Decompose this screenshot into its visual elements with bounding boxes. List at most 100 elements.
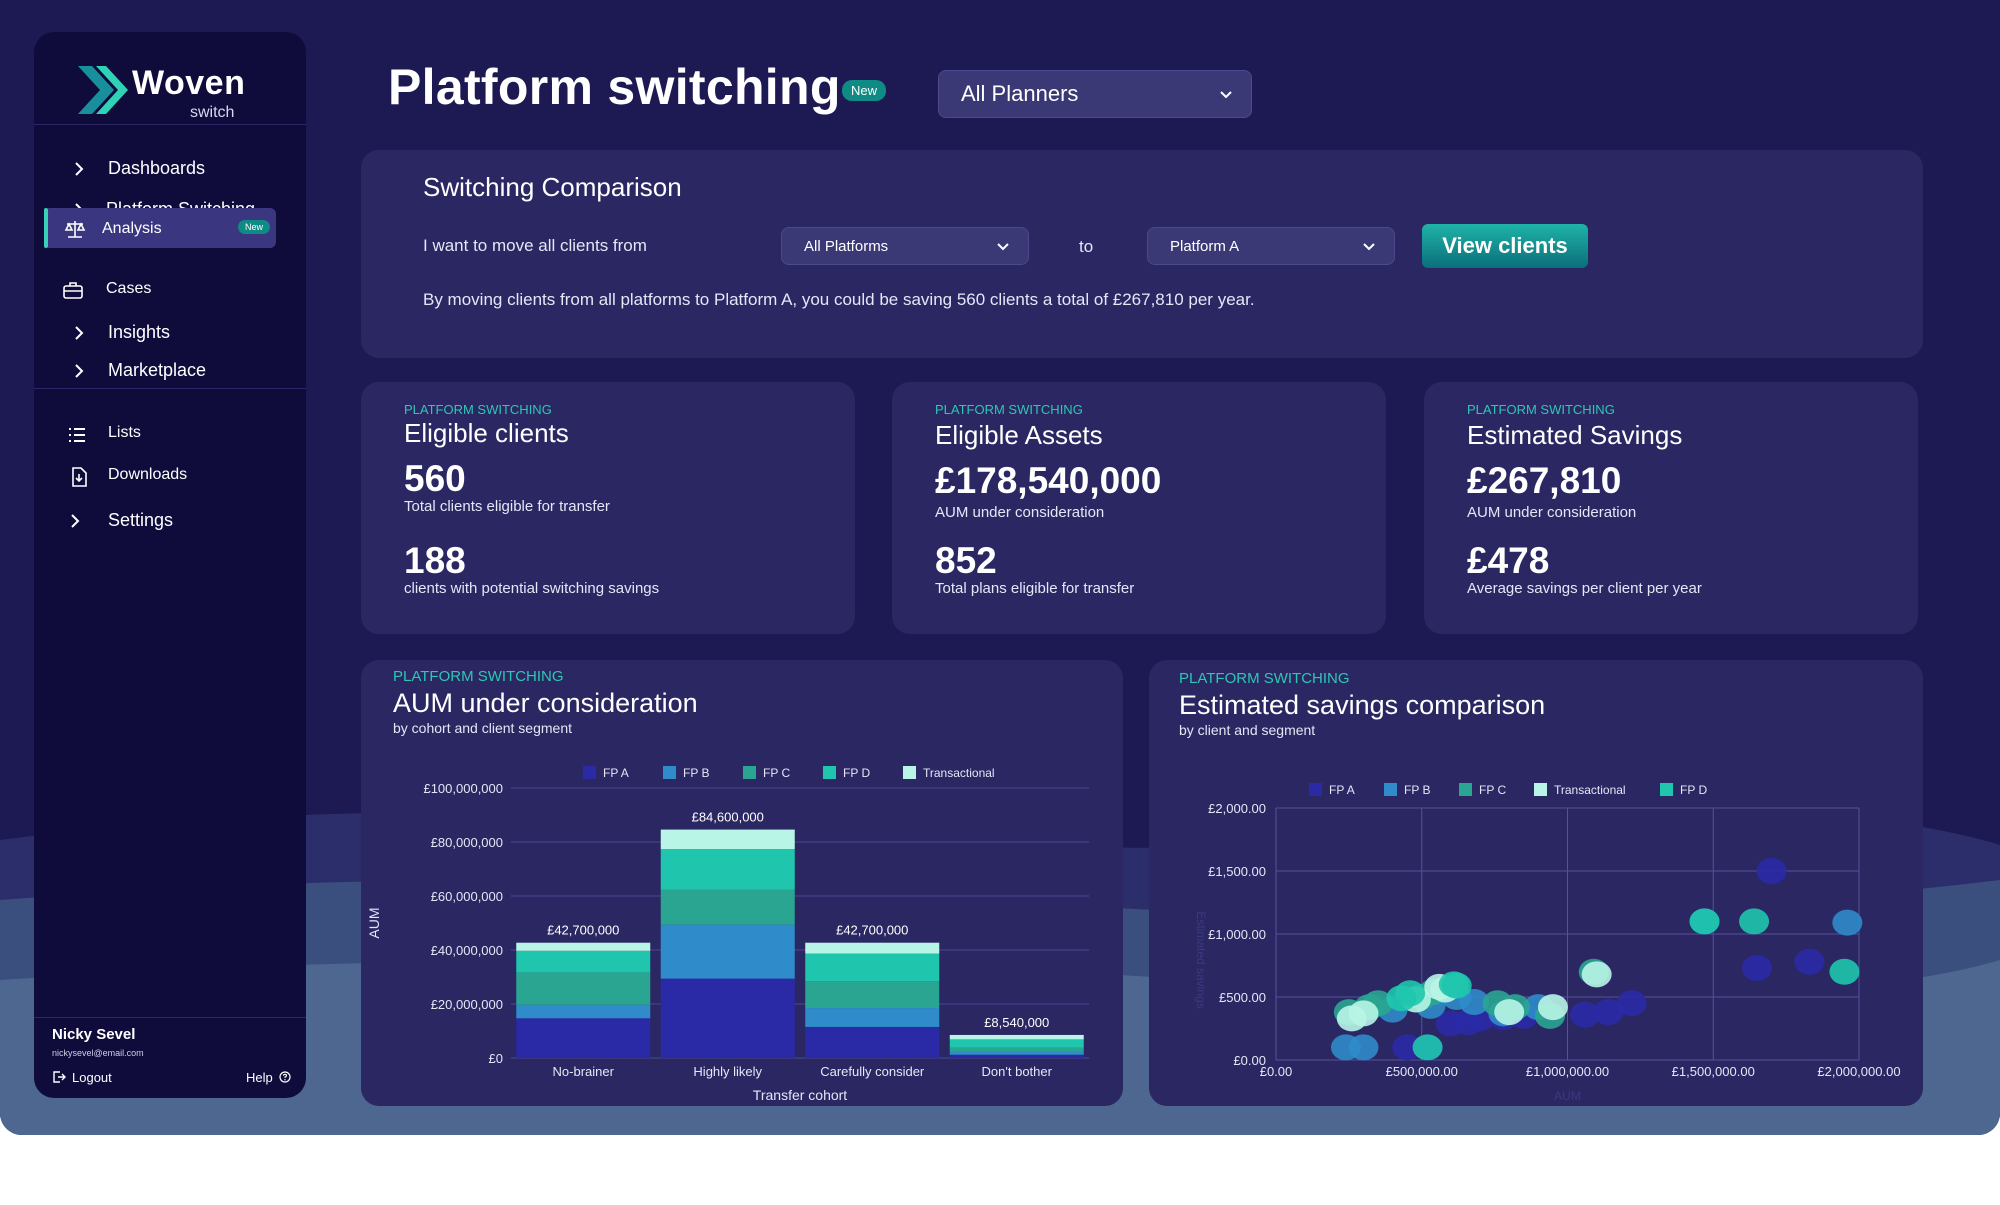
sidebar-item-downloads[interactable]: Downloads — [46, 456, 282, 496]
bar-segment — [660, 889, 795, 925]
y-tick-label: £60,000,000 — [431, 889, 503, 904]
bar-segment — [805, 1026, 940, 1058]
scatter-point — [1739, 908, 1770, 935]
logout-icon — [53, 1071, 66, 1083]
y-axis-label: AUM — [366, 907, 382, 938]
legend-label: FP D — [843, 766, 870, 780]
stat-card-eligible-assets: PLATFORM SWITCHING Eligible Assets £178,… — [892, 382, 1386, 634]
scatter-point — [1593, 999, 1624, 1026]
bar-segment — [660, 978, 795, 1058]
chevron-down-icon — [1220, 91, 1232, 99]
sidebar-item-label: Insights — [108, 322, 171, 342]
y-axis-label: Estimated savings — [1194, 911, 1208, 1008]
bar-segment — [949, 1051, 1084, 1055]
sidebar-item-analysis[interactable]: Analysis New — [44, 208, 276, 248]
chevron-right-icon — [71, 514, 80, 528]
x-tick-label: Carefully consider — [820, 1064, 925, 1079]
to-select-value: Platform A — [1170, 237, 1240, 255]
switching-comparison-panel: Switching Comparison I want to move all … — [361, 150, 1923, 358]
scatter-point — [1756, 858, 1787, 884]
chart-subtitle: by client and segment — [1179, 722, 1316, 738]
y-tick-label: £80,000,000 — [431, 835, 503, 850]
sidebar-item-lists[interactable]: Lists — [46, 414, 282, 454]
download-icon — [72, 467, 87, 487]
panel-title: Switching Comparison — [423, 172, 682, 202]
help-icon — [279, 1071, 291, 1083]
new-badge: New — [842, 80, 887, 101]
from-platform-select[interactable]: All Platforms — [781, 227, 1029, 265]
scatter-point — [1494, 999, 1525, 1026]
stat-card-estimated-savings: PLATFORM SWITCHING Estimated Savings £26… — [1424, 382, 1918, 634]
to-label: to — [1079, 237, 1094, 256]
aum-bar-chart: £0 £20,000,000 £40,000,000 £60,000,000 £80,0… — [366, 766, 1089, 1103]
active-indicator — [44, 208, 48, 248]
scatter-point — [1348, 1034, 1379, 1061]
scatter-point — [1412, 1034, 1443, 1061]
sidebar-item-label: Cases — [106, 280, 152, 297]
legend-label: FP C — [1479, 783, 1506, 797]
scatter-point — [1348, 1000, 1379, 1027]
legend-label: FP B — [1404, 783, 1430, 797]
sidebar-item-cases[interactable]: Cases — [46, 270, 282, 310]
card-eyebrow: PLATFORM SWITCHING — [1467, 402, 1615, 417]
stat-primary-label: Total clients eligible for transfer — [404, 498, 610, 515]
bar-segment — [516, 1004, 651, 1019]
scatter-point — [1689, 908, 1720, 935]
bar-segment — [949, 1047, 1084, 1052]
sidebar-item-settings[interactable]: Settings — [46, 500, 282, 540]
stat-primary-value: 560 — [404, 458, 466, 499]
bar-segment — [949, 1054, 1084, 1058]
bar-segment — [805, 942, 940, 954]
stat-card-eligible-clients: PLATFORM SWITCHING Eligible clients 560 … — [361, 382, 855, 634]
x-tick-label: Highly likely — [693, 1064, 762, 1079]
chart-title: AUM under consideration — [393, 688, 698, 718]
bar-total-label: £42,700,000 — [547, 923, 619, 938]
app-window: Woven switch Dashboards Platform Switchi… — [0, 0, 2000, 1135]
to-platform-select[interactable]: Platform A — [1147, 227, 1395, 265]
bar-total-label: £42,700,000 — [836, 923, 908, 938]
legend-swatch — [1459, 783, 1472, 796]
stat-primary-value: £178,540,000 — [935, 460, 1162, 501]
sidebar-item-dashboards[interactable]: Dashboards — [46, 148, 282, 188]
bar-segment — [660, 849, 795, 890]
legend-label: FP D — [1680, 783, 1707, 797]
chart-title: Estimated savings comparison — [1179, 690, 1546, 720]
logout-link[interactable]: Logout — [52, 1070, 112, 1085]
scatter-point — [1581, 961, 1612, 988]
card-title: Eligible clients — [404, 418, 569, 448]
scales-icon — [64, 221, 86, 238]
legend-swatch — [903, 766, 916, 779]
scatter-point — [1616, 990, 1647, 1017]
savings-chart-panel: PLATFORM SWITCHING Estimated savings com… — [1149, 660, 1923, 1106]
stat-secondary-label: Total plans eligible for transfer — [935, 580, 1135, 597]
planner-select[interactable]: All Planners — [938, 70, 1252, 118]
sidebar-item-label: Lists — [108, 424, 141, 441]
help-link[interactable]: Help — [246, 1070, 291, 1085]
bar-segment — [660, 924, 795, 979]
legend-swatch — [1384, 783, 1397, 796]
legend-swatch — [583, 766, 596, 779]
bar-segment — [805, 981, 940, 1009]
sidebar-item-marketplace[interactable]: Marketplace — [46, 350, 282, 390]
aum-chart-panel: PLATFORM SWITCHING AUM under considerati… — [361, 660, 1123, 1106]
x-tick-label: £1,000,000.00 — [1526, 1064, 1609, 1079]
sidebar: Woven switch Dashboards Platform Switchi… — [34, 32, 306, 1098]
stat-primary-value: £267,810 — [1467, 460, 1622, 501]
x-tick-label: £0.00 — [1260, 1064, 1293, 1079]
bar-segment — [660, 829, 795, 850]
help-label: Help — [246, 1070, 273, 1085]
y-tick-label: £1,500.00 — [1208, 864, 1266, 879]
view-clients-button[interactable]: View clients — [1422, 224, 1588, 268]
legend-swatch — [663, 766, 676, 779]
bar-segment — [949, 1034, 1084, 1040]
legend-label: FP B — [683, 766, 709, 780]
scatter-point — [1741, 955, 1772, 982]
y-tick-label: £20,000,000 — [431, 997, 503, 1012]
legend-swatch — [1309, 783, 1322, 796]
sidebar-item-insights[interactable]: Insights — [46, 312, 282, 352]
y-tick-label: £0 — [489, 1051, 503, 1066]
x-tick-label: Don't bother — [982, 1064, 1053, 1079]
chevron-right-icon — [75, 364, 84, 378]
briefcase-icon — [63, 282, 83, 299]
logo[interactable]: Woven switch — [74, 62, 274, 122]
